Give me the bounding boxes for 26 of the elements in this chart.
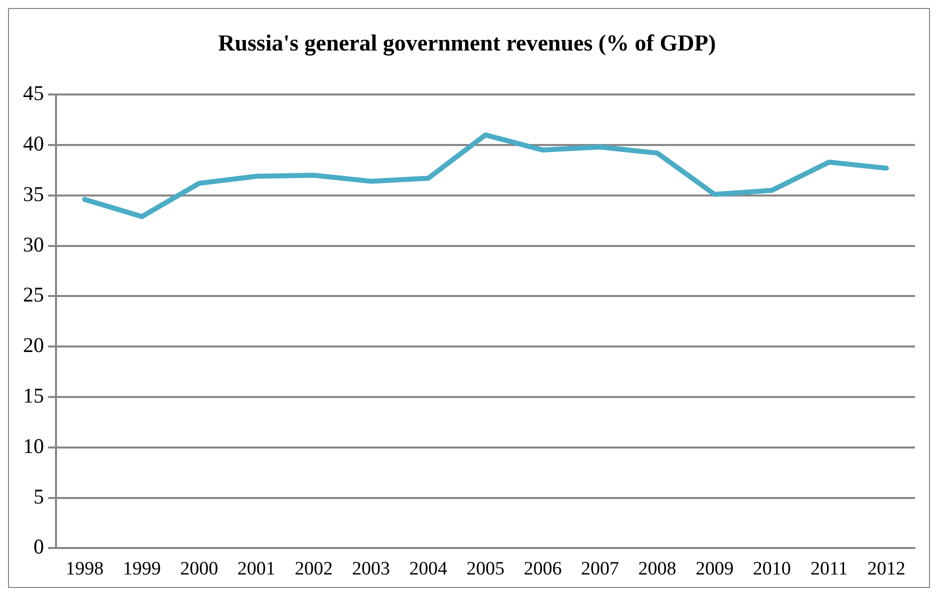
y-tick-label: 40 [23,132,44,156]
x-tick-label: 1998 [66,558,104,580]
x-tick-label: 2012 [867,558,906,580]
y-tick-label: 45 [23,81,44,106]
x-tick-label: 2001 [237,558,276,580]
x-tick-label: 1999 [122,558,161,580]
x-tick-label: 2002 [294,558,333,580]
y-tick-label: 20 [23,333,44,358]
x-tick-label: 2003 [352,558,390,580]
x-tick-label: 2011 [810,558,848,580]
chart-title: Russia's general government revenues (% of GDP) [218,30,716,57]
y-tick-label: 30 [23,232,44,256]
y-tick-label: 5 [34,484,44,508]
y-tick-label: 0 [34,534,44,559]
y-tick-label: 10 [23,434,44,458]
x-tick-label: 2007 [581,558,620,580]
x-tick-label: 2008 [638,558,676,580]
y-tick-label: 15 [23,384,44,408]
x-tick-label: 2010 [752,558,791,580]
x-tick-label: 2009 [696,558,734,580]
y-tick-label: 35 [23,182,44,206]
x-tick-label: 2000 [180,558,218,580]
y-tick-label: 25 [23,282,44,307]
x-tick-label: 2006 [524,558,562,580]
x-tick-label: 2005 [466,558,504,580]
x-tick-label: 2004 [409,558,448,580]
